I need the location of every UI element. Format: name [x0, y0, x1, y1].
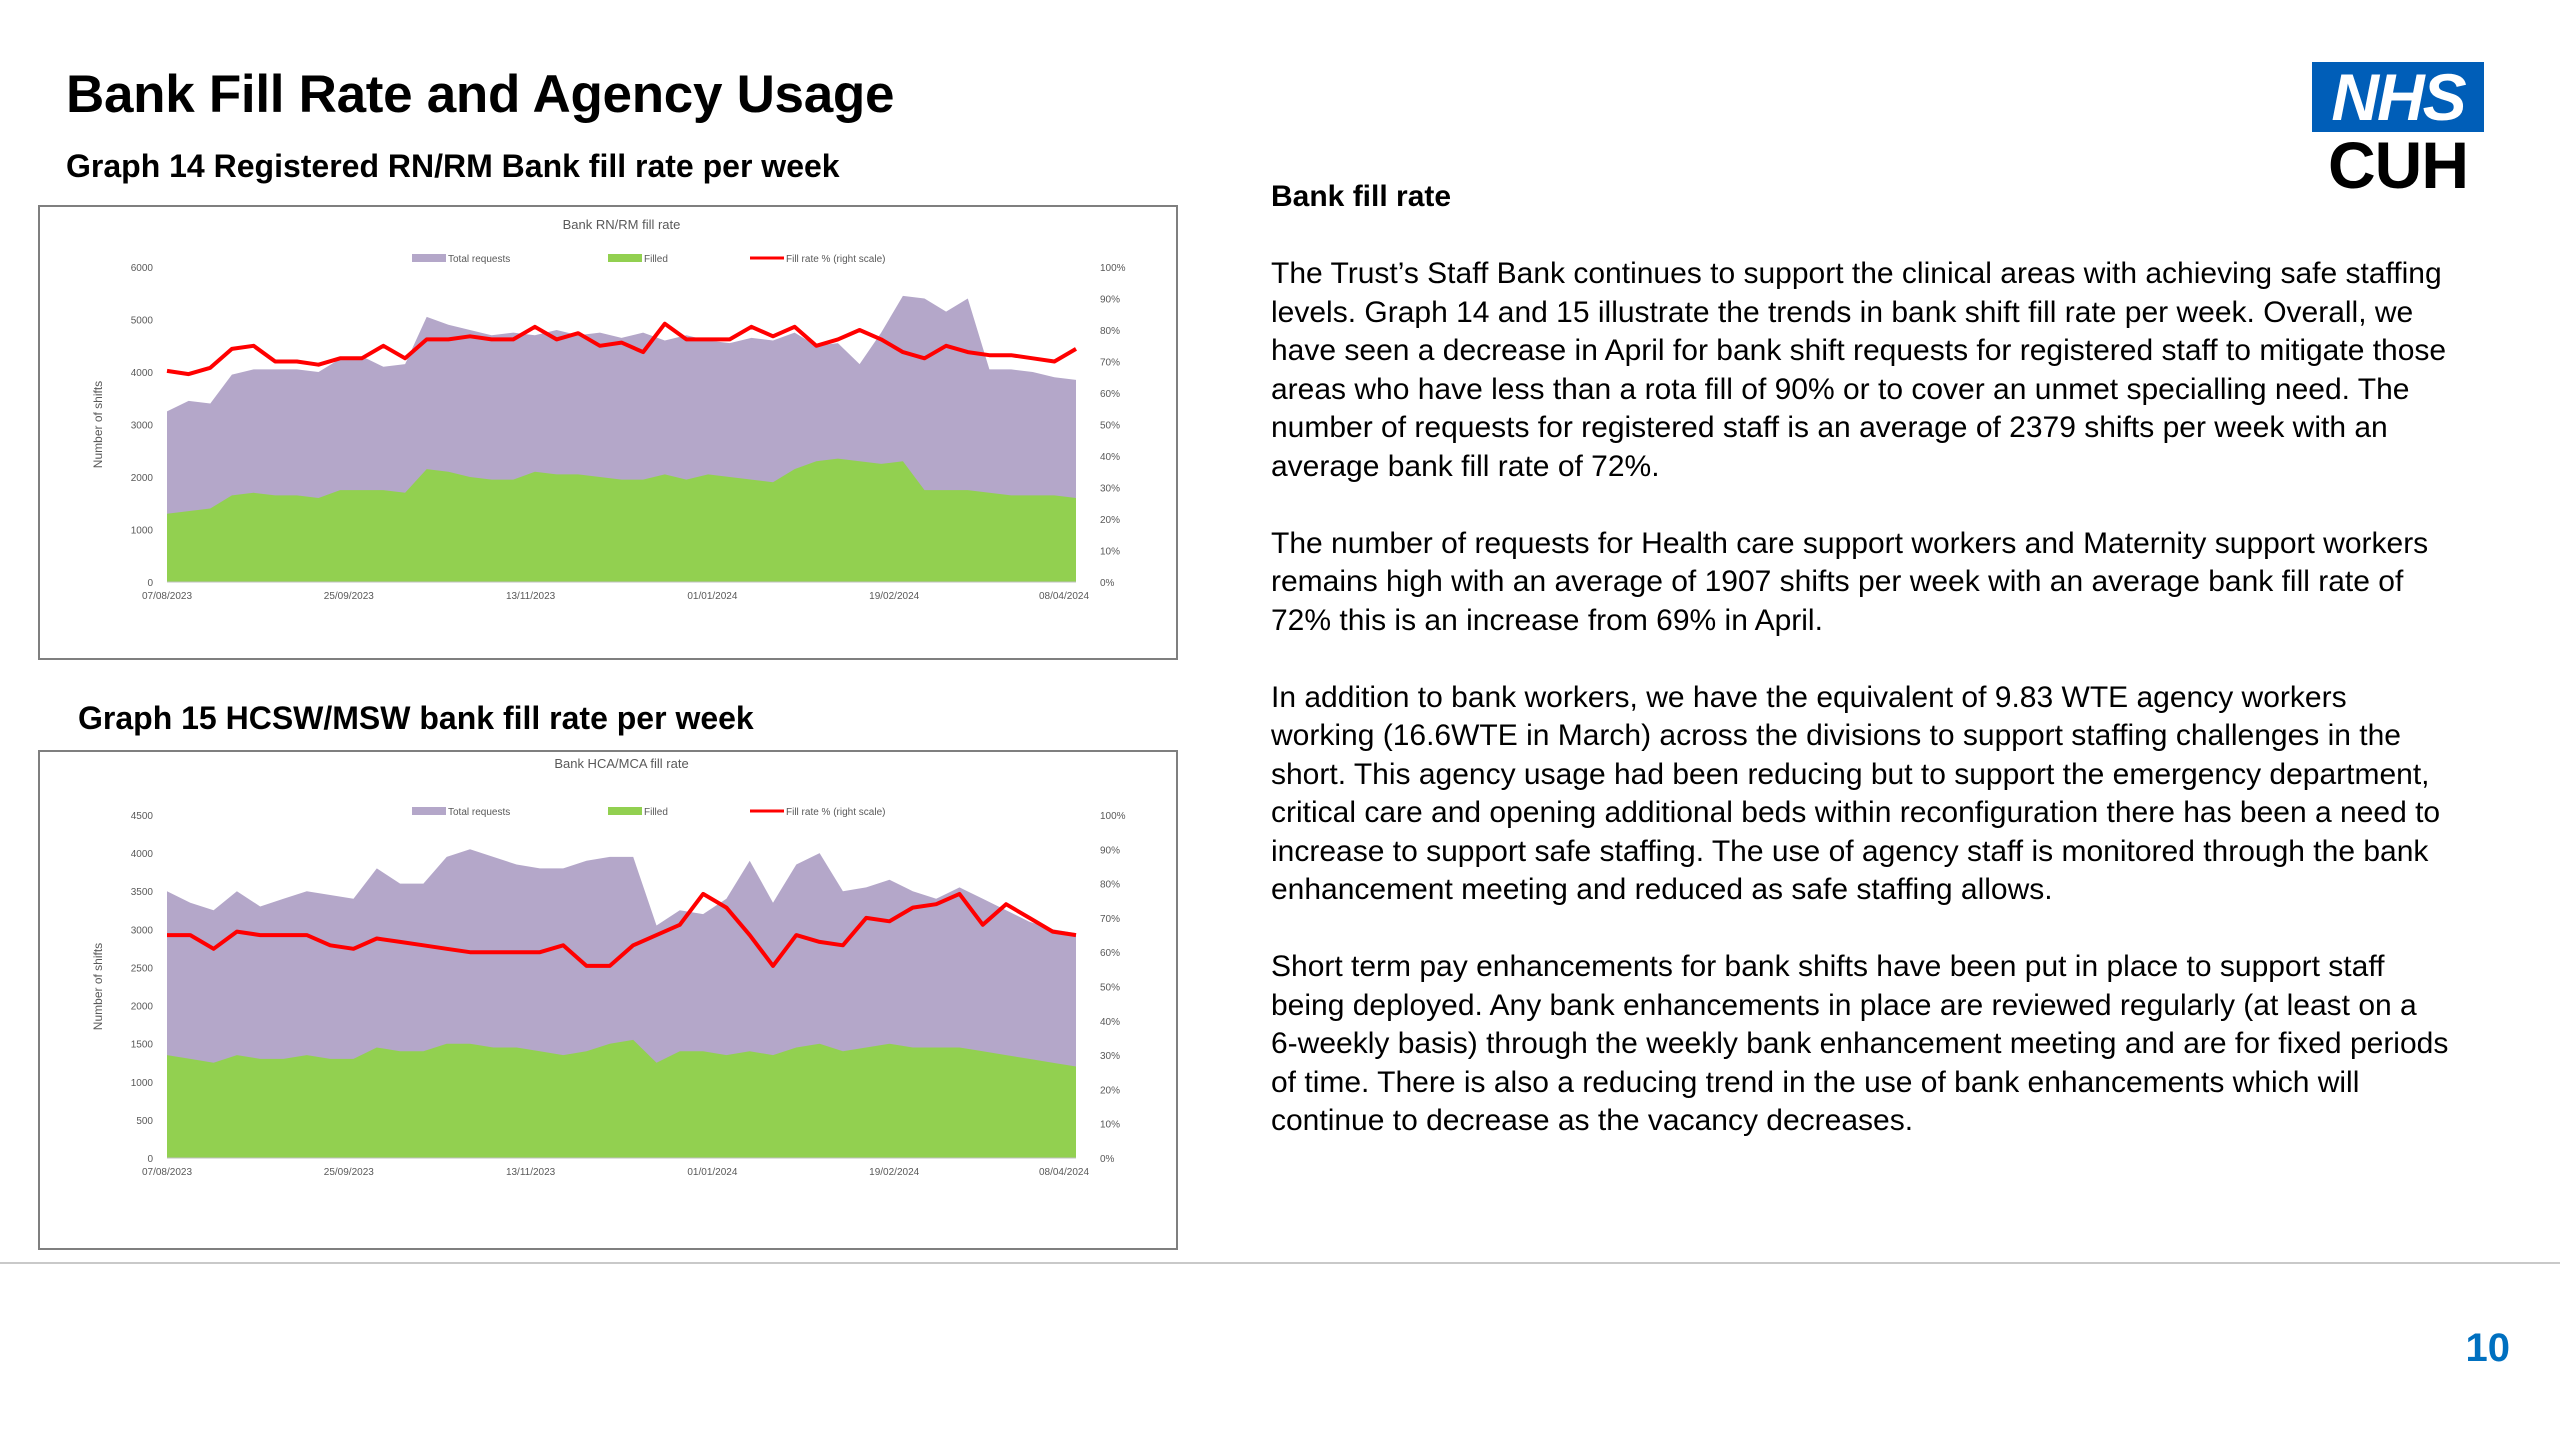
y2-tick-label: 90%	[1100, 295, 1120, 306]
legend-label: Fill rate % (right scale)	[786, 807, 885, 818]
legend-swatch-total-requests	[412, 807, 446, 815]
y-tick-label: 4500	[131, 811, 154, 822]
y-tick-label: 1500	[131, 1040, 154, 1051]
y-tick-label: 6000	[131, 263, 154, 274]
paragraph-staff-bank: The Trust’s Staff Bank continues to supp…	[1271, 257, 2447, 483]
y2-tick-label: 70%	[1100, 358, 1120, 369]
graph15-chart: Bank HCA/MCA fill rate Total requests Fill…	[38, 750, 1178, 1250]
series-fill-rate-line	[167, 891, 1077, 968]
graph15-svg: Bank HCA/MCA fill rate Total requests Fill…	[91, 756, 1126, 1178]
graph15-caption: Graph 15 HCSW/MSW bank fill rate per wee…	[78, 700, 754, 736]
y2-tick-label: 10%	[1100, 1120, 1120, 1131]
y2-tick-label: 10%	[1100, 547, 1120, 558]
y2-tick-label: 20%	[1100, 1085, 1120, 1096]
legend-label: Total requests	[448, 254, 510, 265]
y2-tick-label: 50%	[1100, 983, 1120, 994]
y2-tick-label: 100%	[1100, 263, 1126, 274]
x-tick-label: 08/04/2024	[1039, 591, 1089, 602]
y2-tick-label: 0%	[1100, 578, 1115, 589]
legend-label: Fill rate % (right scale)	[786, 254, 885, 265]
y2-tick-label: 30%	[1100, 1051, 1120, 1062]
y2-tick-label: 60%	[1100, 948, 1120, 959]
y-tick-label: 2000	[131, 473, 154, 484]
y-tick-label: 4000	[131, 849, 154, 860]
x-tick-label: 08/04/2024	[1039, 1167, 1089, 1178]
legend-label: Filled	[644, 254, 668, 265]
graph14-chart: Bank RN/RM fill rate Total requests Filled…	[38, 205, 1178, 660]
y-tick-label: 0	[147, 1154, 153, 1165]
section-heading: Bank fill rate	[1271, 180, 1452, 213]
y2-tick-label: 100%	[1100, 811, 1126, 822]
x-tick-label: 25/09/2023	[324, 1167, 374, 1178]
series-fill-rate-line	[166, 321, 1078, 377]
x-tick-label: 19/02/2024	[869, 591, 919, 602]
x-tick-label: 19/02/2024	[869, 1167, 919, 1178]
legend-swatch-filled	[608, 807, 642, 815]
legend-label: Total requests	[448, 807, 510, 818]
y-tick-label: 5000	[131, 316, 154, 327]
y-tick-label: 1000	[131, 1078, 154, 1089]
y2-tick-label: 80%	[1100, 880, 1120, 891]
series-filled	[167, 1039, 1076, 1158]
legend-swatch-total-requests	[412, 254, 446, 262]
y-tick-label: 1000	[131, 526, 154, 537]
y2-tick-label: 40%	[1100, 452, 1120, 463]
y2-tick-label: 20%	[1100, 515, 1120, 526]
y-axis-label: Number of shifts	[91, 943, 105, 1030]
x-tick-label: 25/09/2023	[324, 591, 374, 602]
y2-tick-label: 40%	[1100, 1017, 1120, 1028]
x-tick-label: 07/08/2023	[142, 591, 192, 602]
legend-label: Filled	[644, 807, 668, 818]
page-number: 10	[2465, 1326, 2511, 1370]
nhs-logo-box: NHS	[2312, 60, 2484, 134]
page-title: Bank Fill Rate and Agency Usage	[66, 65, 895, 124]
chart-title: Bank HCA/MCA fill rate	[554, 756, 688, 771]
y2-tick-label: 50%	[1100, 421, 1120, 432]
graph14-caption: Graph 14 Registered RN/RM Bank fill rate…	[66, 148, 840, 184]
y-tick-label: 500	[136, 1116, 153, 1127]
paragraph-hcsw-requests: The number of requests for Health care s…	[1271, 526, 2429, 637]
series-filled	[167, 458, 1076, 582]
legend-swatch-filled	[608, 254, 642, 262]
y2-tick-label: 70%	[1100, 914, 1120, 925]
y2-tick-label: 0%	[1100, 1154, 1115, 1165]
text-column: Bank fill rate The Trust’s Staff Bank co…	[1271, 178, 2451, 1179]
y-tick-label: 0	[147, 578, 153, 589]
cuh-logo-text: CUH	[2328, 128, 2469, 202]
paragraph-pay-enhancements: Short term pay enhancements for bank shi…	[1271, 950, 2449, 1137]
y-tick-label: 3000	[131, 925, 154, 936]
paragraph-agency-usage: In addition to bank workers, we have the…	[1271, 680, 2441, 907]
y-tick-label: 2500	[131, 963, 154, 974]
x-tick-label: 01/01/2024	[687, 1167, 737, 1178]
x-tick-label: 13/11/2023	[506, 1167, 556, 1178]
y-tick-label: 4000	[131, 368, 154, 379]
graph14-svg: Bank RN/RM fill rate Total requests Filled…	[91, 217, 1126, 602]
y-tick-label: 3500	[131, 887, 154, 898]
x-tick-label: 13/11/2023	[506, 591, 556, 602]
y2-tick-label: 90%	[1100, 845, 1120, 856]
x-tick-label: 01/01/2024	[687, 591, 737, 602]
x-tick-label: 07/08/2023	[142, 1167, 192, 1178]
y2-tick-label: 60%	[1100, 389, 1120, 400]
nhs-logo-text: NHS	[2331, 60, 2466, 134]
nhs-cuh-logo: NHS CUH	[2312, 60, 2484, 202]
chart-title: Bank RN/RM fill rate	[563, 217, 681, 232]
footer-divider	[0, 1262, 2560, 1264]
y2-tick-label: 30%	[1100, 484, 1120, 495]
y2-tick-label: 80%	[1100, 326, 1120, 337]
y-axis-label: Number of shifts	[91, 381, 105, 468]
y-tick-label: 3000	[131, 421, 154, 432]
y-tick-label: 2000	[131, 1002, 154, 1013]
